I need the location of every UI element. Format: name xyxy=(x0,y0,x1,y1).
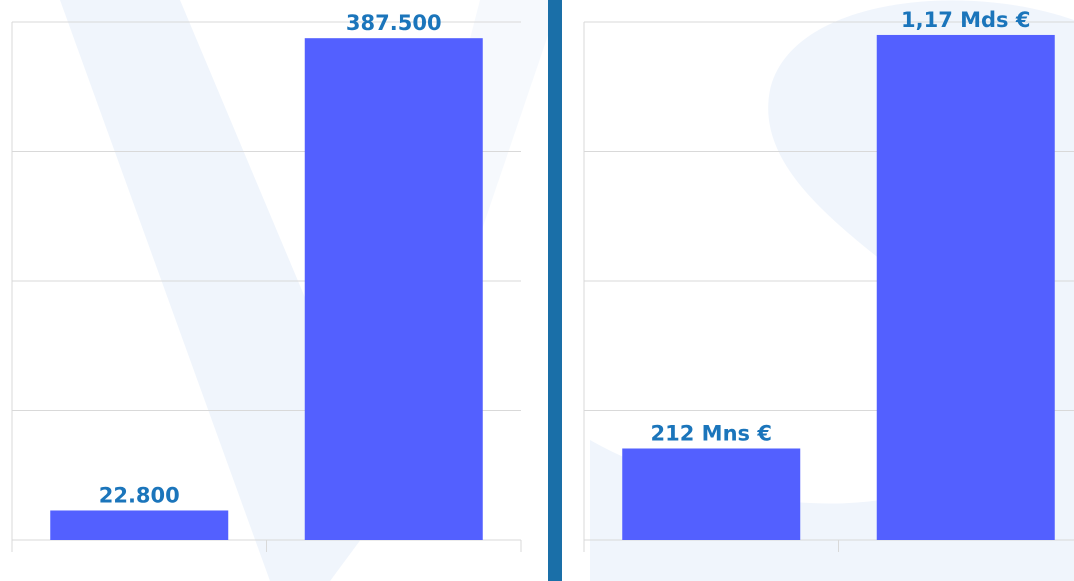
bar xyxy=(622,448,801,540)
value-label: 387.500 xyxy=(346,11,442,35)
value-label: 212 Mns € xyxy=(651,421,772,445)
value-label: 1,17 Mds € xyxy=(901,8,1030,32)
bar xyxy=(876,34,1055,540)
divider xyxy=(548,0,562,581)
value-label: 22.800 xyxy=(99,483,180,507)
bar xyxy=(50,510,229,540)
bar xyxy=(304,38,483,540)
